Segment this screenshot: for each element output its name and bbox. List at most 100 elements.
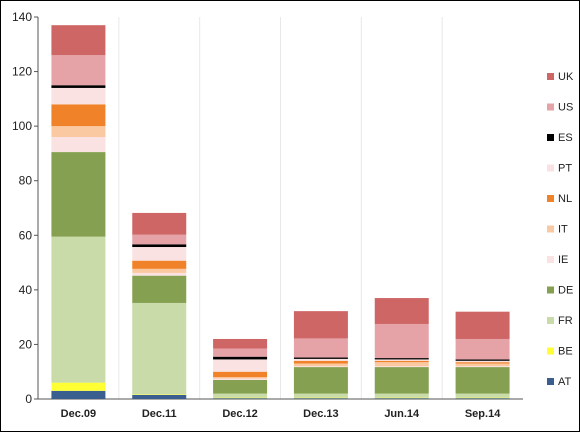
- bar-segment-ie: [51, 137, 106, 153]
- bar-segment-nl: [293, 360, 348, 364]
- bar-segment-at: [213, 398, 268, 399]
- legend-label-uk: UK: [558, 71, 574, 83]
- x-tick-label: Dec.12: [222, 408, 257, 420]
- legend-label-pt: PT: [558, 163, 572, 175]
- bar-segment-it: [213, 377, 268, 379]
- bar-segment-us: [51, 55, 106, 86]
- legend-label-es: ES: [558, 132, 573, 144]
- bar-segment-es: [51, 85, 106, 88]
- legend-swatch-it: [547, 225, 554, 233]
- bar-segment-be: [132, 394, 187, 395]
- legend-swatch-us: [547, 103, 554, 111]
- y-tick-label: 100: [12, 119, 32, 133]
- y-tick-label: 40: [19, 283, 33, 297]
- bar-segment-de: [213, 379, 268, 394]
- bar-segment-fr: [132, 302, 187, 395]
- bar-segment-de: [132, 275, 187, 303]
- bar-segment-uk: [374, 298, 429, 324]
- bar-segment-be: [374, 397, 429, 399]
- legend-swatch-be: [547, 347, 554, 355]
- bar-segment-it: [455, 363, 510, 367]
- bar-segment-at: [51, 390, 106, 399]
- legend-swatch-nl: [547, 195, 554, 202]
- bar-segment-es: [213, 356, 268, 360]
- legend-label-fr: FR: [558, 315, 573, 327]
- bar-segment-fr: [455, 393, 510, 398]
- bar-segment-ie: [455, 366, 510, 368]
- bar-segment-es: [293, 357, 348, 359]
- bar-segment-pt: [293, 358, 348, 361]
- bar-segment-es: [374, 358, 429, 360]
- legend-swatch-ie: [547, 256, 554, 263]
- bar-segment-de: [51, 152, 106, 237]
- legend-swatch-fr: [547, 317, 554, 324]
- bar-segment-at: [455, 398, 510, 399]
- y-tick-label: 140: [12, 10, 32, 24]
- bar-segment-ie: [374, 366, 429, 368]
- bar-segment-fr: [374, 393, 429, 398]
- bar-segment-pt: [213, 359, 268, 372]
- bar-segment-uk: [293, 311, 348, 339]
- legend-swatch-pt: [547, 164, 554, 172]
- bar-segment-ie: [293, 366, 348, 368]
- legend-label-it: IT: [558, 224, 568, 236]
- bar-segment-it: [293, 363, 348, 367]
- x-tick-label: Sep.14: [465, 408, 501, 420]
- bar-segment-nl: [51, 104, 106, 127]
- y-tick-label: 60: [19, 228, 33, 242]
- bar-segment-uk: [213, 338, 268, 349]
- bar-segment-de: [374, 367, 429, 394]
- legend-label-at: AT: [558, 376, 572, 388]
- bar-segment-nl: [455, 362, 510, 364]
- x-tick-label: Dec.13: [303, 408, 338, 420]
- bar-segment-us: [132, 234, 187, 245]
- bar-segment-be: [51, 382, 106, 391]
- bar-segment-nl: [213, 371, 268, 378]
- x-tick-label: Jun.14: [384, 408, 420, 420]
- bar-segment-pt: [51, 87, 106, 105]
- legend-label-nl: NL: [558, 193, 572, 205]
- bar-segment-at: [374, 398, 429, 399]
- bar-segment-at: [293, 398, 348, 399]
- bar-segment-it: [51, 126, 106, 138]
- bar-segment-us: [213, 348, 268, 357]
- bar-segment-it: [374, 362, 429, 367]
- legend-label-be: BE: [558, 346, 573, 358]
- bar-segment-uk: [132, 212, 187, 235]
- bar-segment-us: [374, 323, 429, 359]
- legend-swatch-es: [547, 134, 554, 141]
- legend-label-us: US: [558, 102, 573, 114]
- bar-segment-pt: [374, 359, 429, 361]
- x-tick-label: Dec.11: [142, 408, 177, 420]
- bar-segment-pt: [132, 247, 187, 261]
- legend-label-ie: IE: [558, 254, 568, 266]
- legend-swatch-uk: [547, 73, 554, 80]
- bar-segment-fr: [51, 236, 106, 383]
- bar-segment-de: [455, 367, 510, 394]
- bar-segment-at: [132, 394, 187, 399]
- bar-segment-uk: [51, 25, 106, 56]
- bar-segment-it: [132, 268, 187, 273]
- bar-segment-be: [293, 397, 348, 399]
- bar-segment-de: [293, 367, 348, 394]
- bar-segment-fr: [293, 393, 348, 398]
- bar-segment-nl: [374, 360, 429, 363]
- bar-segment-ie: [213, 378, 268, 380]
- bar-segment-us: [293, 338, 348, 358]
- bar-segment-pt: [455, 360, 510, 363]
- y-tick-label: 20: [19, 337, 33, 351]
- bar-segment-uk: [455, 311, 510, 339]
- bar-segment-be: [213, 397, 268, 399]
- legend-label-de: DE: [558, 285, 573, 297]
- bar-segment-ie: [132, 272, 187, 276]
- legend-swatch-de: [547, 286, 554, 294]
- bar-segment-fr: [213, 393, 268, 398]
- bar-segment-nl: [132, 260, 187, 269]
- y-tick-label: 80: [19, 174, 33, 188]
- bar-segment-be: [455, 397, 510, 399]
- legend-swatch-at: [547, 378, 554, 385]
- bar-segment-es: [455, 359, 510, 361]
- bar-segment-us: [455, 338, 510, 360]
